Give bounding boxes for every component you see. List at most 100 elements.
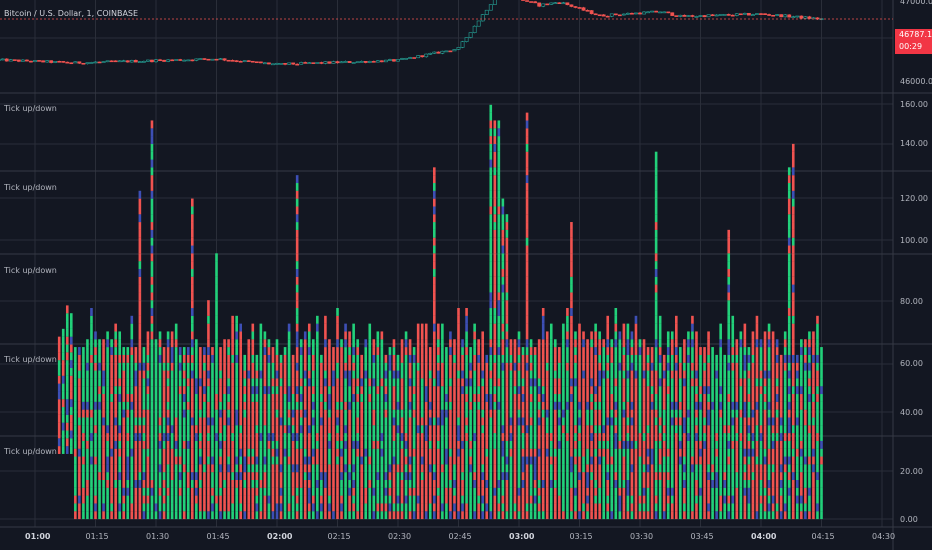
price-axis-label: 46000.00 [900, 77, 932, 86]
indicator-axis-label: 140.00 [900, 139, 928, 148]
candle [763, 13, 767, 15]
tick-column [481, 331, 484, 520]
tick-column [703, 347, 706, 520]
tick-column [715, 354, 718, 520]
indicator-title: Tick up/down [4, 104, 57, 113]
tick-column [78, 347, 81, 520]
candle [658, 11, 663, 14]
candle [125, 60, 130, 63]
tick-column [521, 347, 525, 520]
candle [162, 59, 166, 62]
tick-column [316, 315, 319, 520]
candle [396, 59, 400, 62]
candle [351, 62, 356, 64]
tick-column [679, 347, 682, 520]
tick-column [291, 354, 295, 520]
tick-column [586, 339, 589, 520]
candle [311, 62, 316, 64]
tick-column [723, 354, 726, 520]
candle [25, 59, 29, 62]
candle [57, 60, 62, 63]
candle [190, 59, 195, 62]
candle [807, 16, 812, 19]
tick-column [158, 331, 162, 520]
candle [775, 14, 780, 16]
candle [198, 58, 203, 60]
indicator-axis-label: 20.00 [900, 467, 923, 476]
candle [166, 59, 171, 62]
candle [638, 12, 642, 15]
tick-column [231, 315, 234, 520]
tick-column [469, 347, 472, 520]
tick-column [658, 315, 662, 520]
candle [662, 11, 667, 14]
candle [367, 61, 372, 63]
tick-column [699, 347, 702, 520]
tick-column [787, 167, 791, 520]
candle [8, 59, 13, 62]
tick-column [130, 315, 134, 520]
candle [89, 62, 94, 64]
tick-column [675, 315, 678, 520]
candle [472, 25, 477, 33]
indicator-title: Tick up/down [4, 183, 57, 192]
candle [331, 61, 336, 64]
time-axis-label: 03:00 [509, 532, 535, 541]
candle [553, 2, 558, 5]
candle [29, 60, 33, 63]
tick-column [126, 347, 130, 520]
candle [436, 51, 441, 54]
candle [533, 1, 538, 4]
candle [279, 63, 283, 65]
candle [174, 59, 179, 61]
tick-column [384, 354, 388, 520]
candle [730, 14, 735, 17]
tick-column [388, 347, 392, 520]
time-axis-label: 02:30 [388, 532, 412, 541]
candle [4, 58, 9, 62]
candle [799, 15, 804, 19]
candle [625, 12, 630, 15]
candle [262, 62, 267, 65]
tick-column [251, 323, 255, 520]
tick-column [307, 323, 311, 520]
candle [666, 11, 671, 14]
candle [238, 60, 243, 63]
tick-column [267, 339, 271, 520]
tick-column [796, 354, 799, 520]
candle [408, 57, 413, 59]
time-axis-label: 01:30 [146, 532, 170, 541]
tick-column [98, 339, 101, 520]
tick-column [283, 347, 287, 520]
tick-column [642, 339, 646, 520]
candle [464, 37, 469, 42]
tick-column [517, 331, 521, 520]
tick-column [735, 339, 739, 520]
tick-column [166, 331, 170, 520]
candle [601, 14, 606, 17]
tick-column [598, 331, 601, 520]
candle [432, 51, 437, 54]
candle [158, 59, 162, 62]
tick-column [816, 315, 819, 520]
candle [404, 58, 408, 60]
candle [16, 59, 21, 62]
candle [250, 60, 255, 63]
time-axis-label: 02:00 [267, 532, 293, 541]
candle [339, 61, 344, 64]
candle [246, 60, 251, 62]
candle [791, 16, 796, 19]
tick-column [207, 300, 210, 520]
candle [291, 62, 296, 65]
indicator-title: Tick up/down [4, 266, 57, 275]
tick-column [408, 339, 412, 520]
candle [529, 1, 534, 3]
symbol-title: Bitcoin / U.S. Dollar, 1, COINBASE [4, 9, 139, 18]
tick-column [235, 315, 238, 520]
candle [593, 13, 598, 16]
tick-column [727, 229, 731, 520]
tick-column [505, 214, 509, 520]
candle [746, 12, 751, 16]
tick-column [739, 331, 743, 520]
